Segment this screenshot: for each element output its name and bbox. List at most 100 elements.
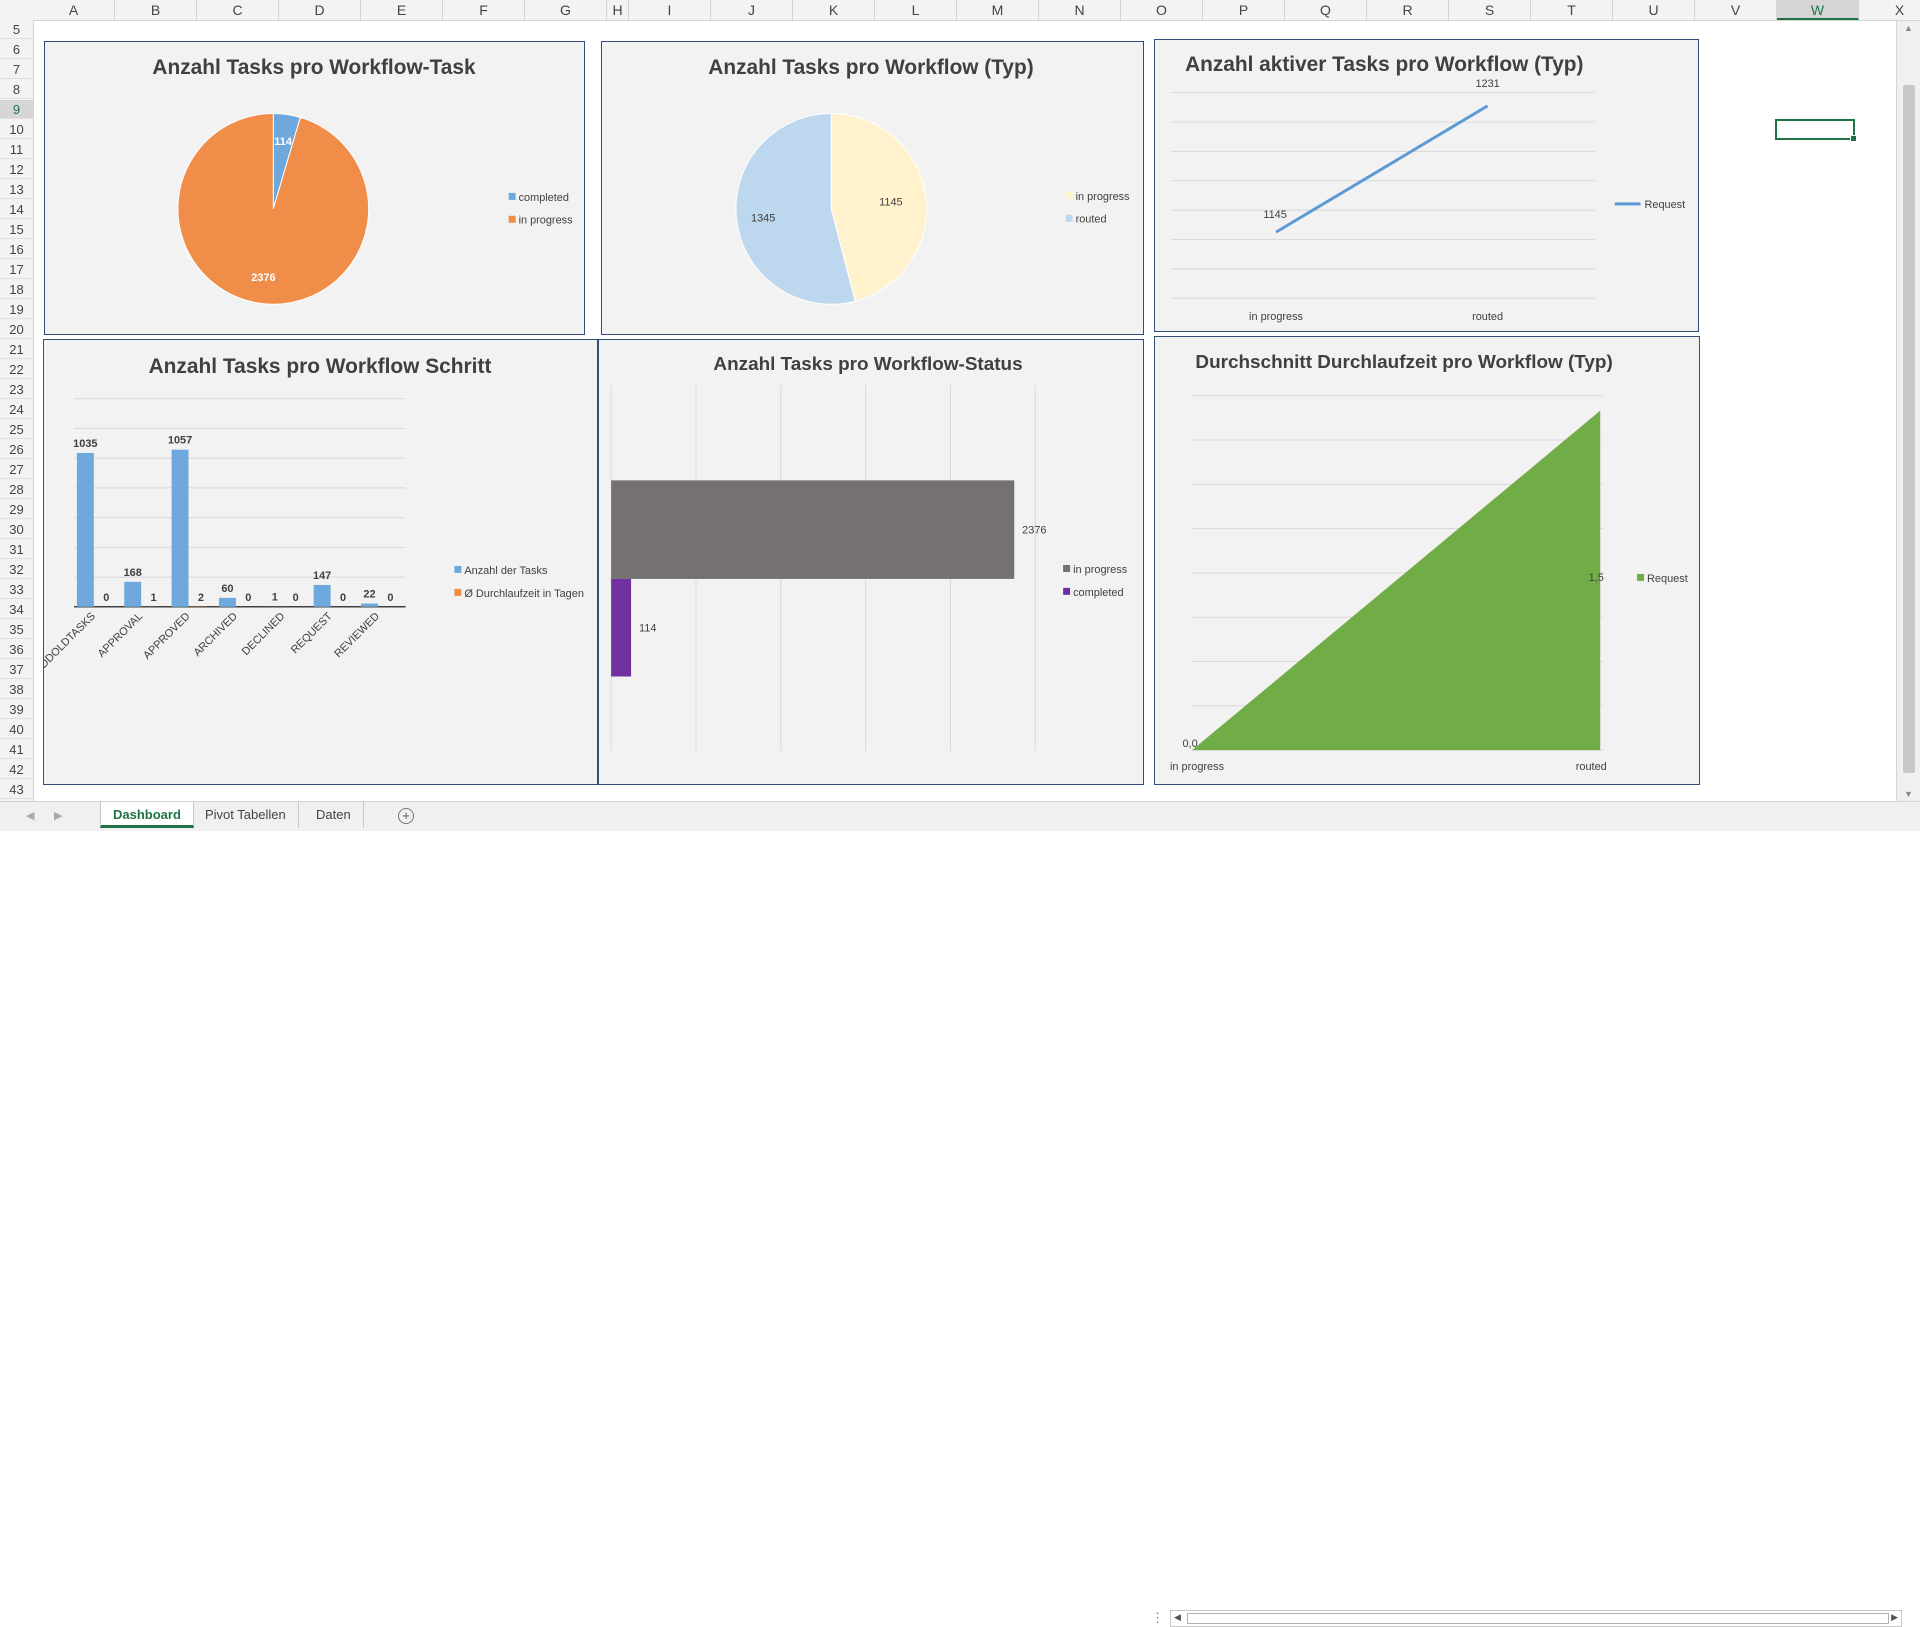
column-header-v[interactable]: V <box>1695 0 1777 20</box>
column-header-g[interactable]: G <box>525 0 607 20</box>
series-line-request[interactable] <box>1276 106 1488 232</box>
bar-archived-tasks[interactable] <box>219 598 236 607</box>
column-header-q[interactable]: Q <box>1285 0 1367 20</box>
column-header-r[interactable]: R <box>1367 0 1449 20</box>
column-header-m[interactable]: M <box>957 0 1039 20</box>
row-header-16[interactable]: 16 <box>0 240 33 259</box>
row-header-14[interactable]: 14 <box>0 200 33 219</box>
row-header-26[interactable]: 26 <box>0 440 33 459</box>
chart-active-tasks-line[interactable]: Anzahl aktiver Tasks pro Workflow (Typ) … <box>1154 39 1699 332</box>
data-label: 22 <box>363 589 375 601</box>
row-header-32[interactable]: 32 <box>0 560 33 579</box>
bar-reviewed-tasks[interactable] <box>361 604 378 607</box>
tab-scroll-left-icon[interactable]: ◀ <box>26 809 34 822</box>
scroll-down-arrow-icon[interactable]: ▼ <box>1904 789 1913 799</box>
row-header-10[interactable]: 10 <box>0 120 33 139</box>
selected-cell[interactable] <box>1775 119 1855 140</box>
column-header-n[interactable]: N <box>1039 0 1121 20</box>
column-header-t[interactable]: T <box>1531 0 1613 20</box>
tab-scroll-right-icon[interactable]: ▶ <box>54 809 62 822</box>
row-header-24[interactable]: 24 <box>0 400 33 419</box>
column-header-u[interactable]: U <box>1613 0 1695 20</box>
row-header-25[interactable]: 25 <box>0 420 33 439</box>
vertical-scroll-thumb[interactable] <box>1903 85 1915 773</box>
row-header-42[interactable]: 42 <box>0 760 33 779</box>
row-header-12[interactable]: 12 <box>0 160 33 179</box>
column-header-o[interactable]: O <box>1121 0 1203 20</box>
row-header-38[interactable]: 38 <box>0 680 33 699</box>
row-header-35[interactable]: 35 <box>0 620 33 639</box>
horizontal-scroll-thumb[interactable] <box>1187 1613 1889 1624</box>
tab-dashboard[interactable]: Dashboard <box>100 802 194 828</box>
bar-request-tasks[interactable] <box>314 585 331 607</box>
column-header-j[interactable]: J <box>711 0 793 20</box>
column-header-b[interactable]: B <box>115 0 197 20</box>
tab-pivot-tabellen[interactable]: Pivot Tabellen <box>193 802 299 828</box>
add-sheet-icon[interactable]: + <box>398 808 414 824</box>
row-header-33[interactable]: 33 <box>0 580 33 599</box>
row-header-27[interactable]: 27 <box>0 460 33 479</box>
row-header-18[interactable]: 18 <box>0 280 33 299</box>
row-header-36[interactable]: 36 <box>0 640 33 659</box>
row-header-20[interactable]: 20 <box>0 320 33 339</box>
row-header-29[interactable]: 29 <box>0 500 33 519</box>
column-header-h[interactable]: H <box>607 0 629 20</box>
row-header-41[interactable]: 41 <box>0 740 33 759</box>
scroll-right-arrow-icon[interactable]: ▶ <box>1891 1612 1898 1623</box>
row-header-15[interactable]: 15 <box>0 220 33 239</box>
column-header-a[interactable]: A <box>33 0 115 20</box>
scroll-left-arrow-icon[interactable]: ◀ <box>1174 1612 1181 1623</box>
row-header-8[interactable]: 8 <box>0 80 33 99</box>
row-header-17[interactable]: 17 <box>0 260 33 279</box>
column-header-k[interactable]: K <box>793 0 875 20</box>
bar-completed[interactable] <box>611 579 631 677</box>
row-header-37[interactable]: 37 <box>0 660 33 679</box>
column-header-x[interactable]: X <box>1859 0 1920 20</box>
column-header-c[interactable]: C <box>197 0 279 20</box>
horizontal-scrollbar[interactable]: ◀ ▶ <box>1170 1610 1902 1627</box>
bar-approval-tasks[interactable] <box>124 582 141 607</box>
row-header-21[interactable]: 21 <box>0 340 33 359</box>
fill-handle[interactable] <box>1850 135 1857 142</box>
row-header-34[interactable]: 34 <box>0 600 33 619</box>
area-series-request[interactable] <box>1192 411 1600 750</box>
column-header-p[interactable]: P <box>1203 0 1285 20</box>
column-header-s[interactable]: S <box>1449 0 1531 20</box>
row-header-6[interactable]: 6 <box>0 40 33 59</box>
row-header-39[interactable]: 39 <box>0 700 33 719</box>
column-header-i[interactable]: I <box>629 0 711 20</box>
x-tick-label: APPROVAL <box>96 610 146 660</box>
column-header-l[interactable]: L <box>875 0 957 20</box>
bar-in-progress[interactable] <box>611 480 1014 579</box>
row-header-13[interactable]: 13 <box>0 180 33 199</box>
row-header-40[interactable]: 40 <box>0 720 33 739</box>
column-header-d[interactable]: D <box>279 0 361 20</box>
column-header-w[interactable]: W <box>1777 0 1859 20</box>
row-header-23[interactable]: 23 <box>0 380 33 399</box>
bar-approved-tasks[interactable] <box>172 450 189 607</box>
row-header-7[interactable]: 7 <box>0 60 33 79</box>
vertical-scrollbar[interactable]: ▲ ▼ <box>1896 21 1920 801</box>
scroll-up-arrow-icon[interactable]: ▲ <box>1904 23 1913 33</box>
row-header-9[interactable]: 9 <box>0 100 33 119</box>
row-header-11[interactable]: 11 <box>0 140 33 159</box>
row-header-28[interactable]: 28 <box>0 480 33 499</box>
column-header-e[interactable]: E <box>361 0 443 20</box>
split-handle-icon[interactable]: ⋮ <box>1151 1610 1164 1626</box>
tab-daten[interactable]: Daten <box>304 802 364 828</box>
row-header-22[interactable]: 22 <box>0 360 33 379</box>
column-header-f[interactable]: F <box>443 0 525 20</box>
chart-avg-duration-area[interactable]: Durchschnitt Durchlaufzeit pro Workflow … <box>1154 336 1700 785</box>
data-label: 1035 <box>73 438 97 450</box>
row-header-31[interactable]: 31 <box>0 540 33 559</box>
row-header-30[interactable]: 30 <box>0 520 33 539</box>
row-header-5[interactable]: 5 <box>0 20 33 39</box>
row-header-43[interactable]: 43 <box>0 780 33 799</box>
bar-addoldtasks-tasks[interactable] <box>77 453 94 607</box>
row-header-19[interactable]: 19 <box>0 300 33 319</box>
